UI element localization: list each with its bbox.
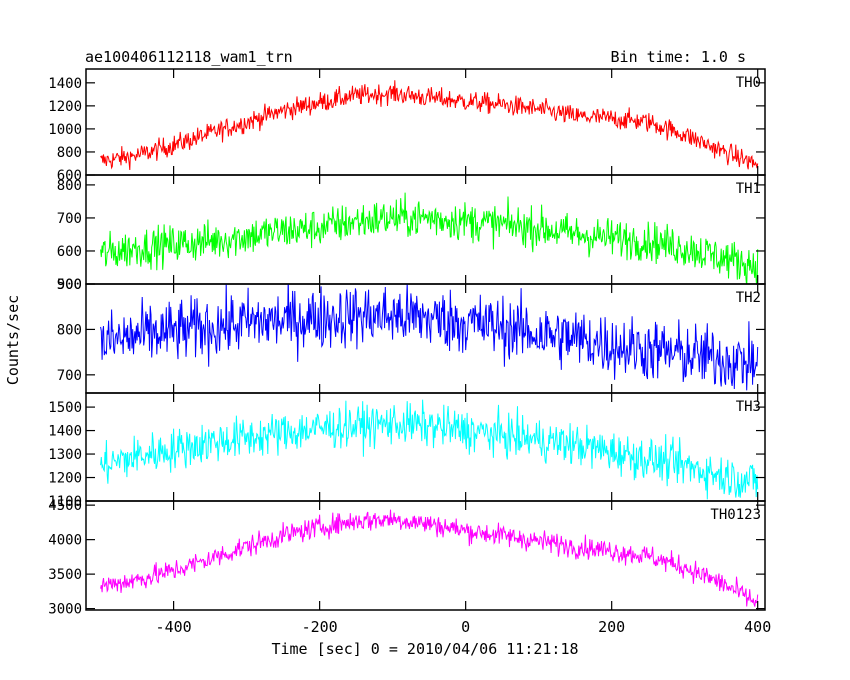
y-tick-label: 1000: [48, 122, 82, 138]
panel-th2: 700 800 900 TH2: [57, 277, 766, 394]
x-tick-labels: -400 -200 0 200 400: [156, 618, 772, 636]
y-tick-label: 1200: [48, 99, 82, 115]
y-tick-label: 1500: [48, 400, 82, 416]
y-tick-label: 600: [57, 244, 82, 260]
y-tick-label: 700: [57, 368, 82, 384]
series-line-th2: [100, 284, 759, 391]
y-tick-label: 500: [57, 277, 82, 293]
x-tick-label: 0: [461, 618, 470, 636]
series-line-th0123: [100, 509, 759, 607]
y-tick-label: 600: [57, 168, 82, 184]
panel-label: TH3: [736, 399, 761, 415]
y-axis-label: Counts/sec: [4, 295, 22, 385]
x-tick-label: 200: [598, 618, 625, 636]
panel-th0123: 3000 3500 4000 4500 TH0123: [48, 498, 766, 618]
y-tick-label: 4000: [48, 533, 82, 549]
panel-th3: 1100 1200 1300 1400 1500 TH3: [48, 392, 766, 510]
y-tick-label: 1300: [48, 447, 82, 463]
chart-title: ae100406112118_wam1_trn: [85, 48, 293, 66]
y-tick-label: 1200: [48, 471, 82, 487]
panel-label: TH1: [736, 181, 761, 197]
series-line-th3: [100, 399, 759, 500]
panel-frame: [85, 500, 766, 611]
x-tick-label: 400: [744, 618, 771, 636]
y-tick-label: 900: [57, 277, 82, 293]
panel-th1: 500 600 700 800 TH1: [57, 174, 766, 293]
y-tick-label: 800: [57, 322, 82, 338]
y-tick-label: 700: [57, 211, 82, 227]
panel-label: TH0: [736, 75, 761, 91]
y-tick-label: 4500: [48, 498, 82, 514]
panel-label: TH2: [736, 290, 761, 306]
y-tick-label: 1400: [48, 424, 82, 440]
panel-frame: [85, 68, 766, 176]
y-tick-label: 800: [57, 178, 82, 194]
series-line-th0: [100, 80, 759, 171]
bin-time-label: Bin time: 1.0 s: [611, 48, 746, 66]
panel-label: TH0123: [710, 507, 761, 523]
x-tick-label: -400: [156, 618, 192, 636]
x-axis-label: Time [sec] 0 = 2010/04/06 11:21:18: [271, 640, 578, 658]
panel-frame: [85, 174, 766, 285]
x-tick-label: -200: [302, 618, 338, 636]
y-tick-label: 3500: [48, 567, 82, 583]
series-line-th1: [100, 192, 759, 284]
panel-th0: 600 800 1000 1200 1400 TH0: [48, 68, 766, 184]
y-tick-label: 800: [57, 145, 82, 161]
y-tick-label: 1400: [48, 76, 82, 92]
y-tick-label: 1100: [48, 494, 82, 510]
y-tick-label: 3000: [48, 602, 82, 618]
